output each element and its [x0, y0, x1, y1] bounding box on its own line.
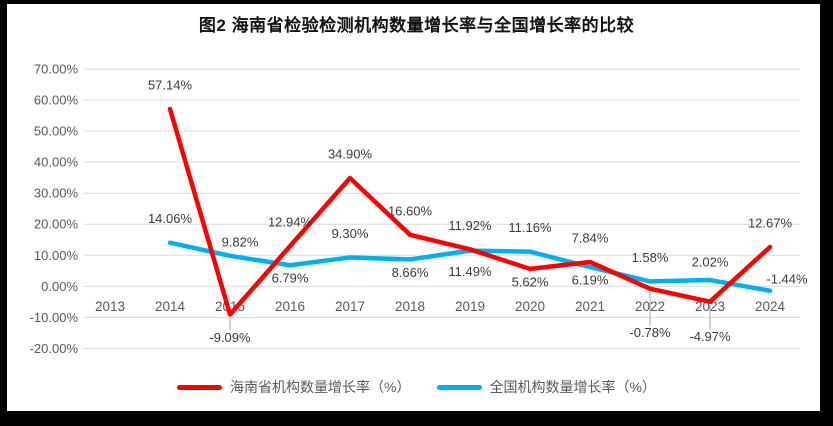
data-label: 5.62%	[512, 274, 549, 289]
y-axis-tick-label: -10.00%	[30, 310, 79, 325]
y-axis-tick-label: -20.00%	[30, 341, 79, 356]
data-label: 14.06%	[148, 211, 193, 226]
data-label: 57.14%	[148, 77, 193, 92]
data-label: -0.78%	[629, 325, 671, 340]
hainan-line-swatch-icon	[177, 384, 223, 390]
x-axis-tick-label: 2016	[275, 299, 305, 314]
data-label: -4.97%	[689, 329, 731, 344]
national-line-swatch-icon	[436, 384, 482, 390]
data-label: 16.60%	[388, 203, 433, 218]
data-label: 11.16%	[508, 220, 552, 235]
legend-item-national: 全国机构数量增长率（%）	[436, 377, 656, 397]
data-label: 8.66%	[392, 265, 429, 280]
data-label: 6.19%	[572, 273, 609, 288]
data-label: 11.49%	[448, 264, 492, 279]
data-label: 9.30%	[332, 226, 369, 241]
y-axis-tick-label: 40.00%	[34, 155, 79, 170]
data-label: 34.90%	[328, 147, 373, 162]
legend-label-hainan: 海南省机构数量增长率（%）	[230, 379, 411, 395]
data-label: -9.09%	[209, 330, 251, 345]
x-axis-tick-label: 2020	[515, 299, 545, 314]
chart-title: 图2 海南省检验检测机构数量增长率与全国增长率的比较	[198, 16, 635, 35]
data-label: 9.82%	[222, 234, 259, 249]
data-label: 12.94%	[268, 215, 313, 230]
x-axis-tick-label: 2019	[455, 299, 485, 314]
y-axis-tick-label: 0.00%	[41, 279, 78, 294]
chart-canvas	[7, 4, 820, 411]
x-axis-tick-label: 2024	[755, 299, 786, 314]
data-label: 6.79%	[272, 271, 309, 286]
x-axis-tick-label: 2014	[155, 299, 186, 314]
x-axis-tick-label: 2021	[575, 299, 605, 314]
series-line	[167, 106, 773, 317]
legend-item-hainan: 海南省机构数量增长率（%）	[177, 377, 411, 397]
y-axis-tick-label: 60.00%	[34, 93, 79, 108]
data-label: -1.44%	[766, 271, 808, 286]
x-axis-tick-label: 2018	[395, 299, 425, 314]
data-label: 12.67%	[748, 215, 793, 230]
y-axis-tick-label: 10.00%	[34, 248, 79, 263]
chart-legend: 海南省机构数量增长率（%） 全国机构数量增长率（%）	[0, 377, 833, 397]
x-axis-tick-label: 2013	[95, 299, 125, 314]
data-label: 2.02%	[692, 255, 729, 270]
data-label: 7.84%	[572, 230, 609, 245]
x-axis-tick-label: 2017	[335, 299, 365, 314]
y-axis-tick-label: 30.00%	[34, 186, 79, 201]
data-label: 11.92%	[448, 218, 492, 233]
data-label: 1.58%	[632, 250, 669, 265]
y-axis-tick-label: 50.00%	[34, 124, 79, 139]
y-axis-tick-label: 70.00%	[34, 62, 79, 77]
legend-label-national: 全国机构数量增长率（%）	[489, 379, 656, 395]
y-axis-tick-label: 20.00%	[34, 217, 79, 232]
